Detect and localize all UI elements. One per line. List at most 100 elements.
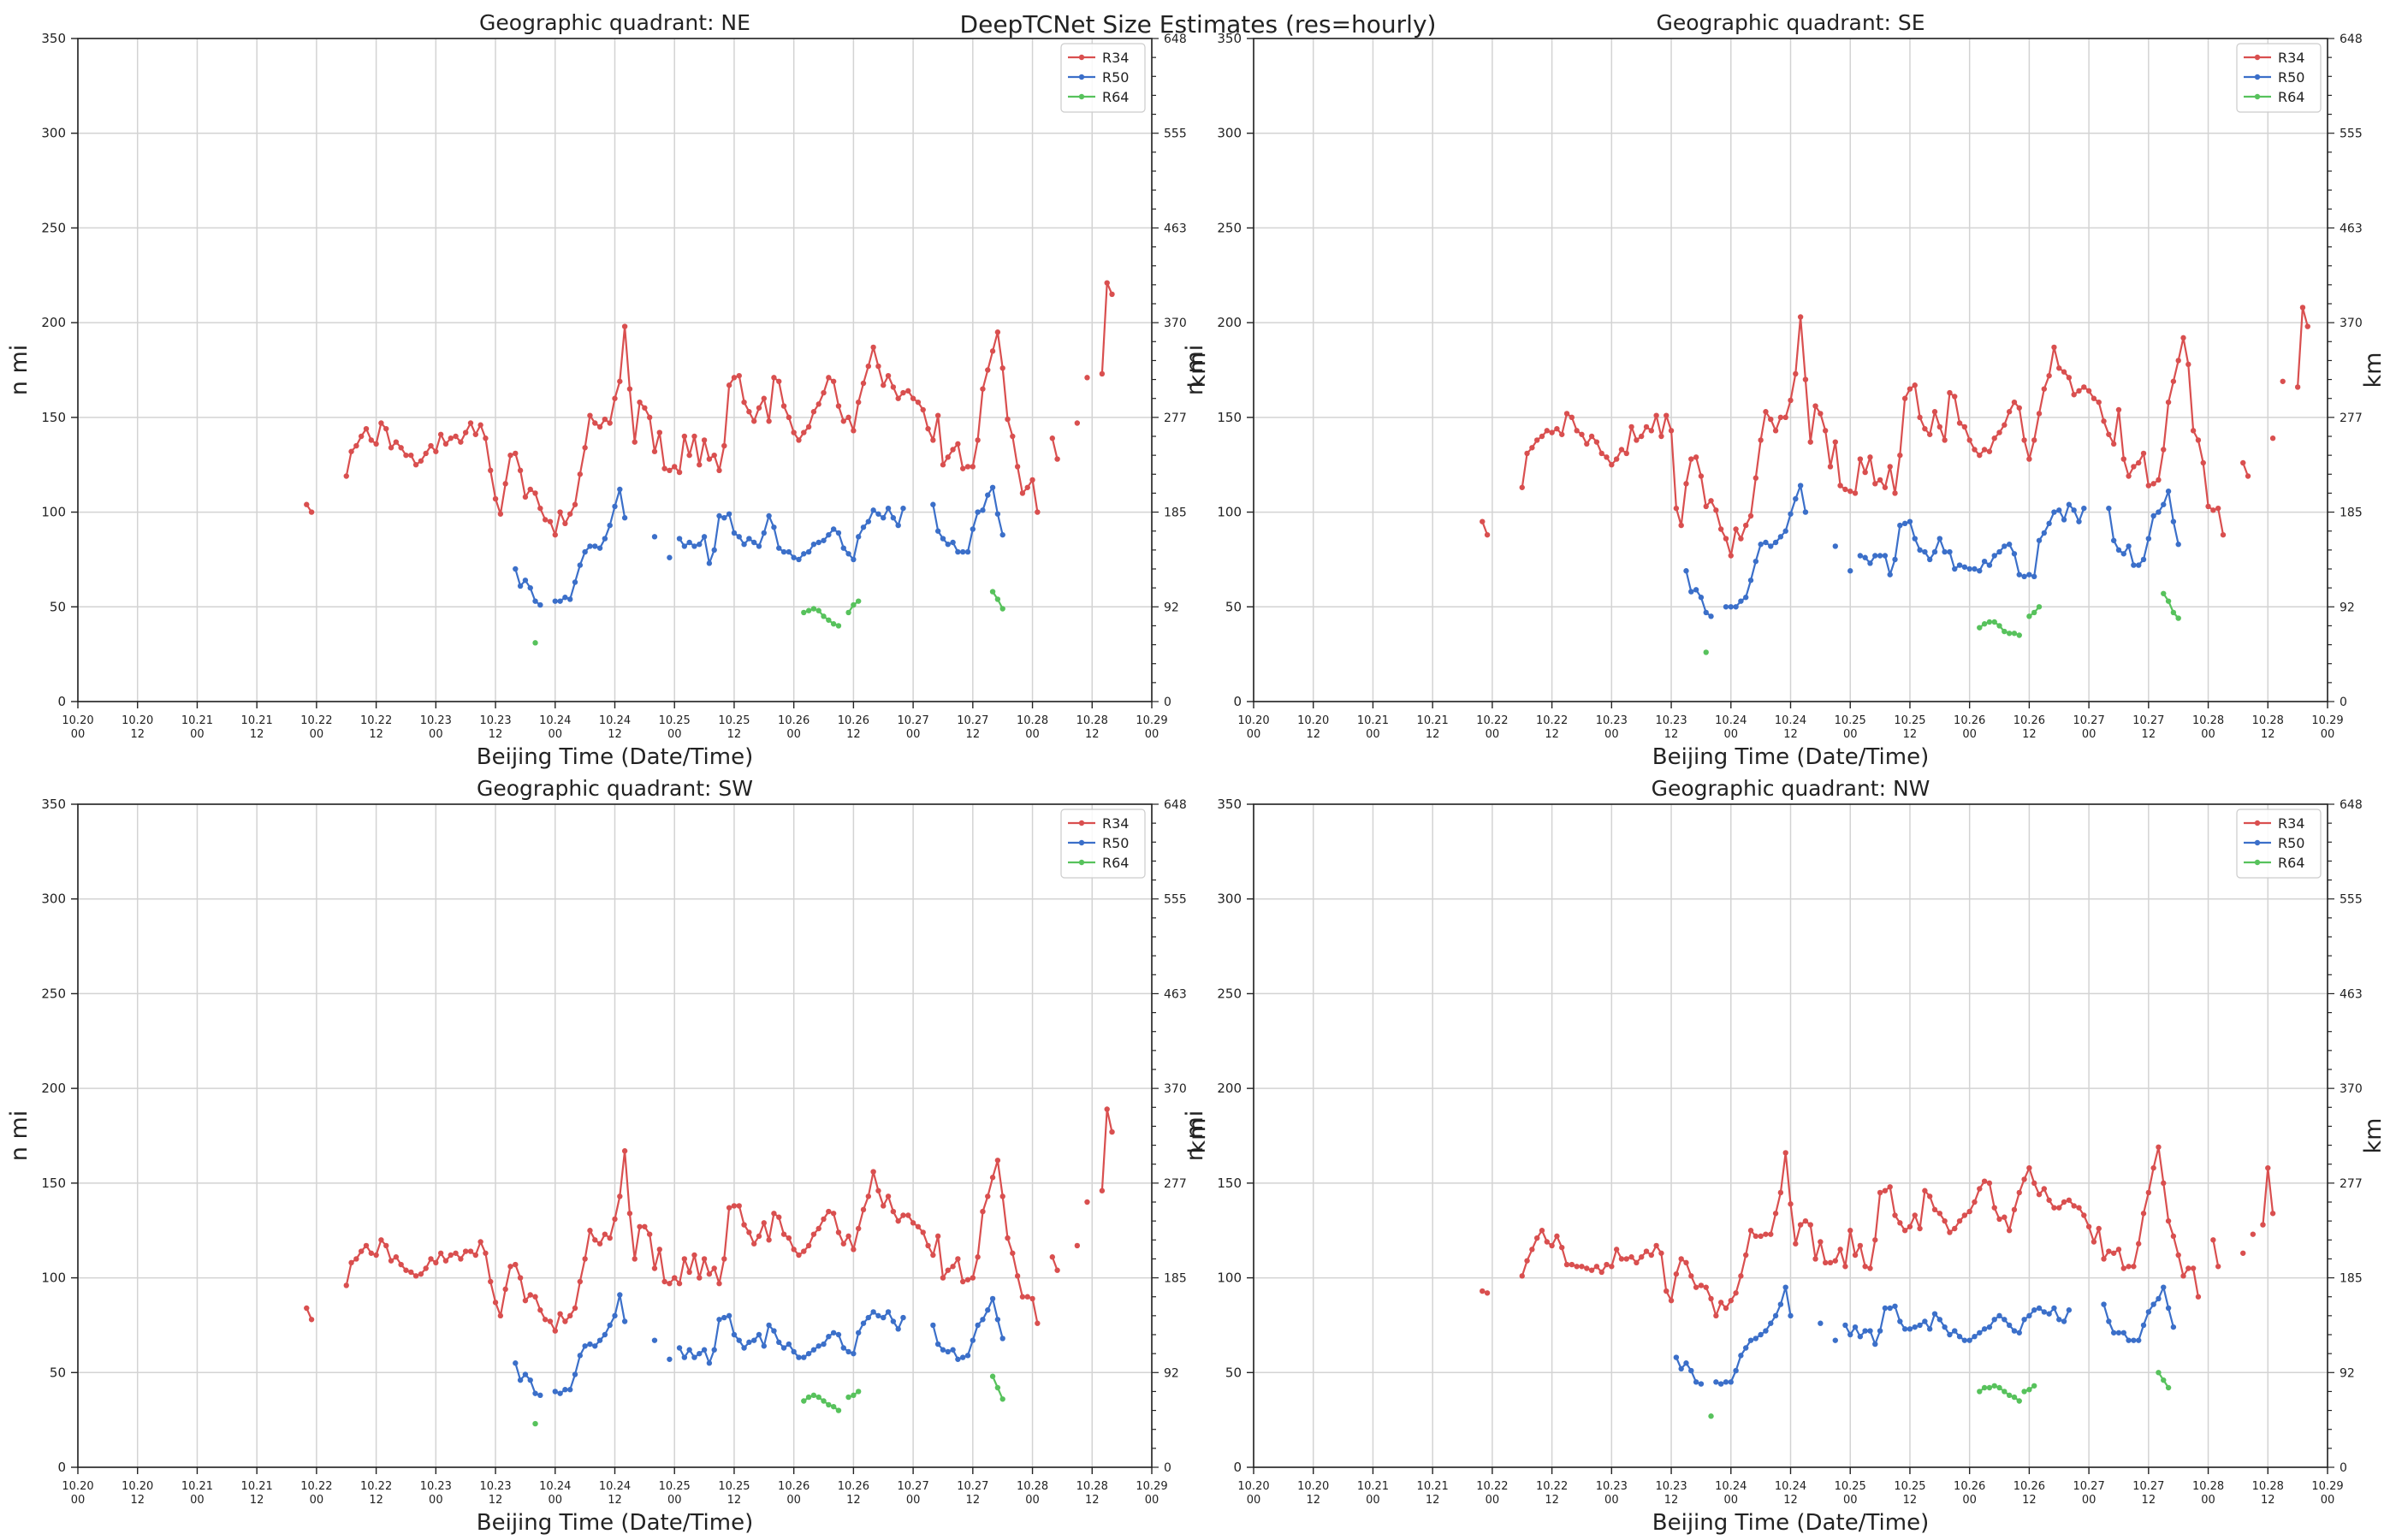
se-r50-point [2036, 537, 2043, 543]
sw-x-tick-label: 10.25 [659, 1480, 691, 1493]
se-r34-point [2205, 503, 2211, 510]
sw-y-tick-label: 100 [41, 1270, 66, 1286]
ne-x-tick-label: 00 [429, 728, 443, 741]
nw-r34-point [2051, 1205, 2057, 1211]
nw-r34-point [2126, 1264, 2132, 1270]
sw-r34-point [557, 1311, 563, 1317]
se-r64-point [1703, 649, 1709, 655]
se-r34-point [2220, 531, 2227, 538]
nw-r34-point [1588, 1267, 1595, 1273]
sw-r34-point [840, 1241, 846, 1247]
nw-r34-point [1653, 1242, 1659, 1249]
nw-r34-point [1643, 1248, 1650, 1254]
se-r34-point [2294, 384, 2301, 390]
sw-r34-point [448, 1252, 454, 1259]
se-r34-point [2269, 435, 2276, 441]
se-r50-point [1942, 548, 1948, 555]
ne-r64-point [851, 601, 857, 608]
nw-x-tick-label: 10.26 [2013, 1480, 2045, 1493]
sw-r34-point [567, 1312, 573, 1319]
ne-r34-point [363, 425, 370, 432]
nw-r50-point [1758, 1331, 1764, 1338]
ne-r34-point [686, 452, 692, 459]
ne-r50-point [572, 579, 578, 585]
se-r50-point [1698, 595, 1705, 601]
se-r50-point [1901, 520, 1908, 527]
sw-r34-point [383, 1242, 389, 1249]
se-x-tick-label: 10.24 [1715, 714, 1747, 727]
ne-r34-point [964, 464, 971, 470]
sw-r34-point [870, 1169, 876, 1175]
sw-r50-point [826, 1334, 832, 1340]
nw-r50-point [1931, 1311, 1938, 1317]
se-r34-point [1653, 412, 1659, 418]
ne-r50-point [766, 512, 772, 519]
sw-r50-point [895, 1326, 901, 1332]
ne-r34-point [368, 437, 375, 443]
se-r50-point [2061, 517, 2067, 523]
ne-r50-point [667, 554, 673, 560]
se-r50-point [1882, 553, 1889, 559]
se-r50-point [1688, 589, 1694, 595]
ne-x-tick-label: 10.22 [300, 714, 332, 727]
se-r64-line [2162, 593, 2180, 619]
se-r50-point [2140, 556, 2147, 563]
ne-r50-point [895, 522, 901, 529]
sw-r34-point [731, 1203, 738, 1209]
ne-r50-point [651, 534, 658, 540]
se-r34-point [2061, 369, 2067, 375]
nw-r34-point [1996, 1216, 2002, 1223]
sw-r34-point [637, 1223, 643, 1229]
se-r50-point [1897, 522, 1903, 529]
nw-r50-point [1683, 1360, 1689, 1366]
sw-r34-point [1049, 1254, 1055, 1260]
ne-r50-point [989, 484, 996, 490]
se-r34-point [1728, 553, 1734, 559]
sw-r50-point [860, 1320, 867, 1326]
ne-r34-point [741, 399, 747, 406]
nw-r50-point [2061, 1318, 2067, 1324]
ne-y-tick-label: 50 [50, 599, 66, 614]
sw-r50-point [940, 1347, 946, 1353]
sw-r34-point [398, 1261, 404, 1268]
ne-legend: R34 R50 R64 [1060, 43, 1146, 113]
nw-series-r34 [1480, 1144, 2276, 1319]
ne-legend-label-r50: R50 [1102, 69, 1129, 86]
se-r34-point [1609, 462, 1615, 468]
ne-r34-point [830, 378, 837, 384]
ne-y-tick-label: 250 [41, 220, 66, 235]
sw-r34-point [780, 1231, 787, 1237]
se-x-tick-label: 10.27 [2132, 714, 2164, 727]
ne-r50-point [930, 501, 936, 507]
ne-r50-point [865, 518, 872, 524]
nw-r50-point [1956, 1334, 1963, 1340]
ne-x-tick-label: 12 [489, 728, 503, 741]
nw-r34-point [1852, 1252, 1859, 1259]
ne-r34-point [353, 442, 359, 449]
ne-r50-point [890, 515, 897, 521]
se-r34-point [2165, 399, 2172, 406]
ne-r34-point [358, 433, 365, 440]
sw-series-r50 [513, 1292, 1005, 1399]
nw-r64-point [2021, 1389, 2027, 1395]
sw-r50-point [697, 1350, 703, 1357]
sw-r34-point [950, 1264, 956, 1270]
nw-r34-point [1664, 1288, 1669, 1294]
ne-r34-point [542, 517, 549, 523]
se-r34-point [1738, 536, 1744, 542]
sw-r34-point [437, 1250, 444, 1256]
nw-r50-point [2041, 1309, 2048, 1315]
nw-r50-point [1717, 1381, 1724, 1387]
sw-r34-point [488, 1278, 494, 1285]
se-x-tick-label: 10.21 [1357, 714, 1389, 727]
se-r50-point [1922, 548, 1928, 555]
se-r34-point [1901, 395, 1908, 401]
se-r50-point [2136, 562, 2142, 568]
ne-r50-point [587, 543, 593, 549]
sw-x-tick-label: 10.25 [718, 1480, 750, 1493]
ne-r34-point [721, 442, 727, 449]
sw-r34-point [746, 1229, 752, 1235]
se-r34-point [2016, 405, 2022, 411]
se-r34-point [1733, 526, 1739, 532]
se-r34-point [2056, 365, 2062, 371]
